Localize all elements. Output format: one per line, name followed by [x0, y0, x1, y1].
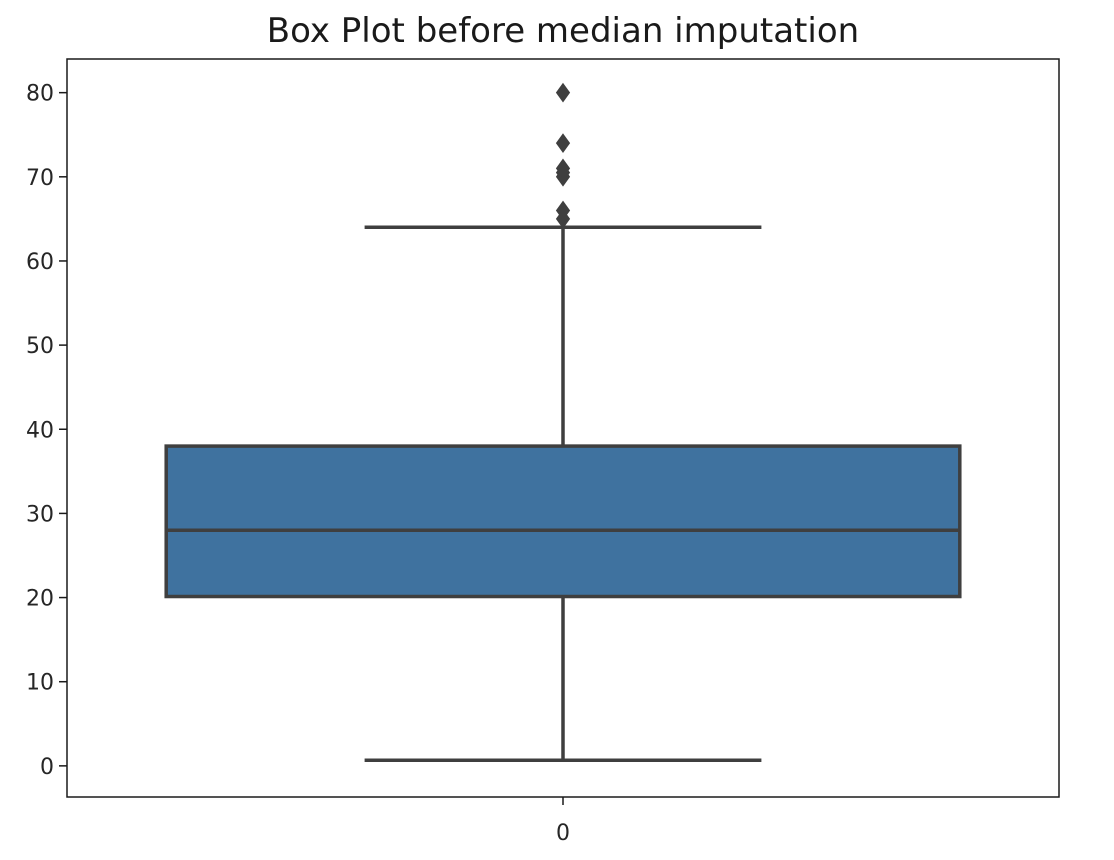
y-tick-label: 0	[40, 755, 54, 780]
y-tick-label: 50	[26, 334, 54, 359]
x-tick-label: 0	[556, 821, 570, 846]
y-tick-label: 40	[26, 418, 54, 443]
box-group	[164, 82, 962, 762]
plot-area	[164, 82, 962, 762]
outlier-point	[555, 200, 571, 221]
y-tick-label: 80	[26, 82, 54, 107]
y-tick-label: 70	[26, 166, 54, 191]
y-axis: 0 10 20 30 40 50 60 70 80	[26, 82, 67, 780]
box-iqr	[164, 444, 962, 599]
chart-title: Box Plot before median imputation	[267, 11, 859, 51]
outlier-point	[555, 158, 571, 179]
outlier-point	[555, 133, 571, 154]
y-tick-label: 60	[26, 250, 54, 275]
outlier-point	[555, 82, 571, 103]
x-axis: 0	[556, 797, 570, 846]
y-tick-label: 10	[26, 671, 54, 696]
y-tick-label: 30	[26, 502, 54, 527]
y-tick-label: 20	[26, 587, 54, 612]
